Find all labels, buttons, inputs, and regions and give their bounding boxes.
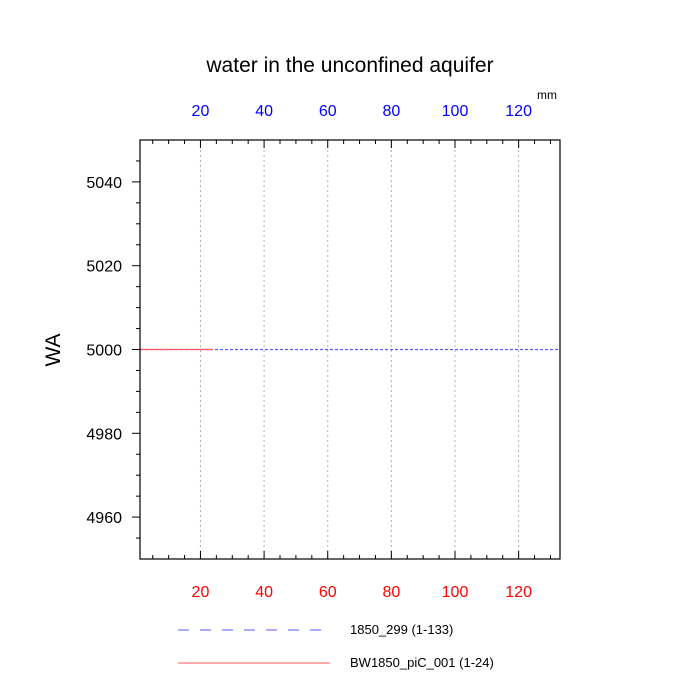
y-axis-label: WA [42,333,65,366]
x-top-tick-label: 100 [442,103,469,120]
tick-labels: 20 40 60 80 100 120 20 40 60 80 100 120 4960 4980 5000… [86,103,532,601]
x-tick-label: 40 [255,584,273,601]
y-tick-label: 5000 [86,343,122,360]
x-tick-label: 60 [319,584,337,601]
y-tick-label: 5040 [86,175,122,192]
legend-label-2: BW1850_piC_001 (1-24) [350,655,494,670]
x-tick-label: 20 [192,584,210,601]
chart-title: water in the unconfined aquifer [205,54,493,77]
y-tick-label: 4980 [86,426,122,443]
legend-label-1: 1850_299 (1-133) [350,622,453,637]
x-top-tick-label: 40 [255,103,273,120]
x-tick-label: 80 [382,584,400,601]
top-axis-units: mm [537,88,557,102]
x-top-tick-label: 80 [382,103,400,120]
x-top-tick-label: 20 [192,103,210,120]
x-top-tick-label: 60 [319,103,337,120]
axis-ticks [132,140,551,559]
y-tick-label: 4960 [86,510,122,527]
x-tick-label: 100 [442,584,469,601]
x-top-tick-label: 120 [505,103,532,120]
y-tick-label: 5020 [86,259,122,276]
x-tick-label: 120 [505,584,532,601]
legend: 1850_299 (1-133) BW1850_piC_001 (1-24) [178,622,494,670]
